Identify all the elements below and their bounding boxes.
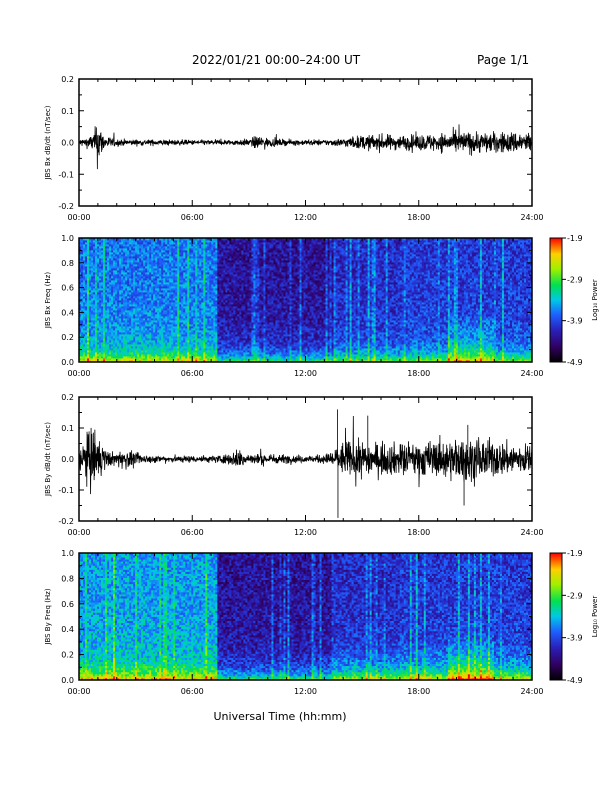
x-tick-label: 18:00 <box>407 213 430 222</box>
x-tick-label: 00:00 <box>67 213 90 222</box>
y-tick-label: 0.0 <box>61 139 74 148</box>
x-tick-label: 12:00 <box>294 213 317 222</box>
y-tick-label: 0.2 <box>61 75 74 84</box>
data-trace <box>79 124 532 169</box>
x-tick-label: 24:00 <box>520 213 543 222</box>
bx-dbdt-panel: 0.2 0.1 0.0 -0.1 -0.2 00:00 06:00 12:00 18:00 24:… <box>44 75 544 222</box>
y-tick-label: 0.1 <box>61 107 74 116</box>
x-tick-label: 06:00 <box>181 213 204 222</box>
y-axis-label: JBS Bx dB/dt (nT/sec) <box>44 105 52 180</box>
y-tick-label: -0.1 <box>58 170 74 179</box>
y-tick-label: -0.2 <box>58 202 74 211</box>
